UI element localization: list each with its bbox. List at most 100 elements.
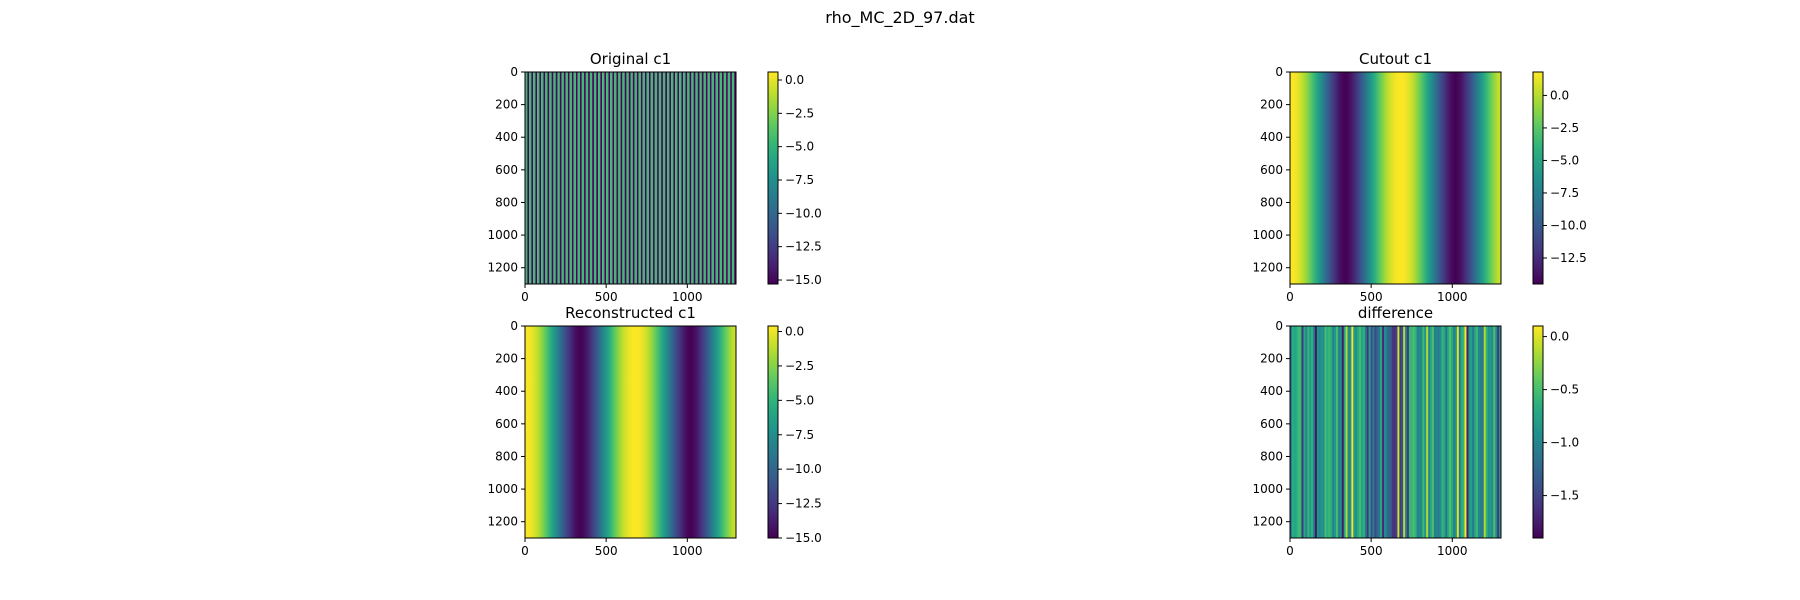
heatmap-streak	[1378, 326, 1381, 538]
panel-3: Reconstructed c1 0 500 1000 0 200 400 600 800 100…	[487, 304, 821, 558]
heatmap-stripe	[727, 72, 731, 284]
heatmap-streak	[1424, 326, 1427, 538]
heatmap-image	[1290, 72, 1501, 284]
colorbar-tick-label: −0.5	[1550, 383, 1579, 397]
heatmap-stripe	[713, 72, 716, 284]
heatmap-streak	[1341, 326, 1345, 538]
heatmap-streak	[1483, 326, 1486, 538]
heatmap-streak	[1334, 326, 1337, 538]
heatmap-streak	[1370, 326, 1373, 538]
heatmap-streak	[1470, 326, 1473, 538]
heatmap-streak	[1357, 326, 1360, 538]
heatmap-streak	[1382, 326, 1385, 538]
heatmap-stripe	[685, 72, 688, 284]
heatmap-stripe	[604, 72, 607, 284]
heatmap-stripe	[673, 72, 676, 284]
panel-title: Cutout c1	[1359, 50, 1432, 68]
heatmap-stripe	[719, 72, 723, 284]
heatmap-stripe	[573, 72, 576, 284]
heatmap-streak	[1316, 326, 1320, 538]
y-tick-label: 800	[1260, 449, 1283, 463]
x-tick-label: 0	[1286, 290, 1294, 304]
heatmap-streak	[1437, 326, 1440, 538]
heatmap-stripe	[640, 72, 643, 284]
heatmap-stripe	[662, 72, 666, 284]
heatmap-stripe	[634, 72, 637, 284]
heatmap-streak	[1299, 326, 1302, 538]
heatmap-stripe	[693, 72, 696, 284]
heatmap-streak	[1339, 326, 1343, 538]
heatmap-stripe	[703, 72, 706, 284]
heatmap-streak	[1489, 326, 1492, 538]
heatmap-stripe	[581, 72, 585, 284]
heatmap-stripe	[579, 72, 582, 284]
heatmap-streak	[1385, 326, 1389, 538]
heatmap-stripe	[681, 72, 684, 284]
y-tick-label: 1200	[1252, 261, 1283, 275]
heatmap-stripe	[555, 72, 558, 284]
heatmap-stripe	[563, 72, 566, 284]
y-tick-label: 200	[495, 352, 518, 366]
heatmap-stripe	[575, 72, 578, 284]
heatmap-bands	[525, 326, 736, 538]
heatmap-stripe	[537, 72, 540, 284]
y-tick-label: 400	[495, 384, 518, 398]
colorbar-tick-label: 0.0	[1550, 330, 1569, 344]
heatmap-stripe	[707, 72, 710, 284]
colorbar-tick-label: 0.0	[785, 73, 804, 87]
heatmap-stripe	[671, 72, 674, 284]
heatmap-streak	[1305, 326, 1308, 538]
heatmap-streak	[1495, 326, 1498, 538]
heatmap-stripe	[697, 72, 700, 284]
x-tick-label: 1000	[1437, 290, 1468, 304]
heatmap-stripe	[723, 72, 727, 284]
colorbar-tick-label: 0.0	[785, 325, 804, 339]
heatmap-stripe	[715, 72, 718, 284]
heatmap-streak	[1314, 326, 1318, 538]
heatmap-stripe	[610, 72, 613, 284]
x-tick-label: 0	[521, 544, 529, 558]
heatmap-stripe	[683, 72, 686, 284]
heatmap-streak	[1428, 326, 1431, 538]
colorbar-tick-label: −5.0	[1550, 153, 1579, 167]
heatmap-streak	[1499, 326, 1502, 538]
heatmap-streak	[1349, 326, 1352, 538]
heatmap-stripe	[632, 72, 635, 284]
colorbar-tick-label: −2.5	[1550, 121, 1579, 135]
heatmap-stripe	[545, 72, 548, 284]
y-tick-label: 1000	[1252, 482, 1283, 496]
heatmap-stripe	[525, 72, 528, 284]
colorbar-tick-label: −2.5	[785, 359, 814, 373]
heatmap-streak	[1497, 326, 1500, 538]
heatmap-image	[525, 72, 736, 284]
heatmap-streak	[1433, 326, 1437, 538]
heatmap-stripe	[527, 72, 530, 284]
heatmap-streak	[1372, 326, 1375, 538]
colorbar: 0.0 −2.5 −5.0 −7.5 −10.0 −12.5	[1532, 71, 1587, 285]
colorbar-tick-label: −7.5	[785, 173, 814, 187]
colorbar: 0.0 −0.5 −1.0 −1.5	[1532, 325, 1579, 539]
heatmap-streak	[1290, 326, 1293, 538]
heatmap-stripe	[541, 72, 544, 284]
heatmap-streak	[1383, 326, 1387, 538]
heatmap-streak	[1393, 326, 1396, 538]
heatmap-stripe	[588, 72, 590, 284]
heatmap-streak	[1303, 326, 1306, 538]
heatmap-stripe	[600, 72, 603, 284]
colorbar-tick-label: −10.0	[785, 206, 822, 220]
heatmap-stripe	[612, 72, 615, 284]
heatmap-streak	[1380, 326, 1383, 538]
y-tick-label: 800	[495, 449, 518, 463]
heatmap-image	[525, 326, 736, 538]
heatmap-stripe	[557, 72, 560, 284]
heatmap-stripe	[547, 72, 550, 284]
heatmap-streak	[1359, 326, 1362, 538]
heatmap-streak	[1418, 326, 1421, 538]
colorbar-tick-label: −7.5	[785, 428, 814, 442]
heatmap-streak	[1464, 326, 1467, 538]
heatmap-streak	[1462, 326, 1465, 538]
heatmap-stripe	[709, 72, 712, 284]
colorbar-tick-label: −10.0	[1550, 218, 1587, 232]
y-tick-label: 400	[1260, 130, 1283, 144]
